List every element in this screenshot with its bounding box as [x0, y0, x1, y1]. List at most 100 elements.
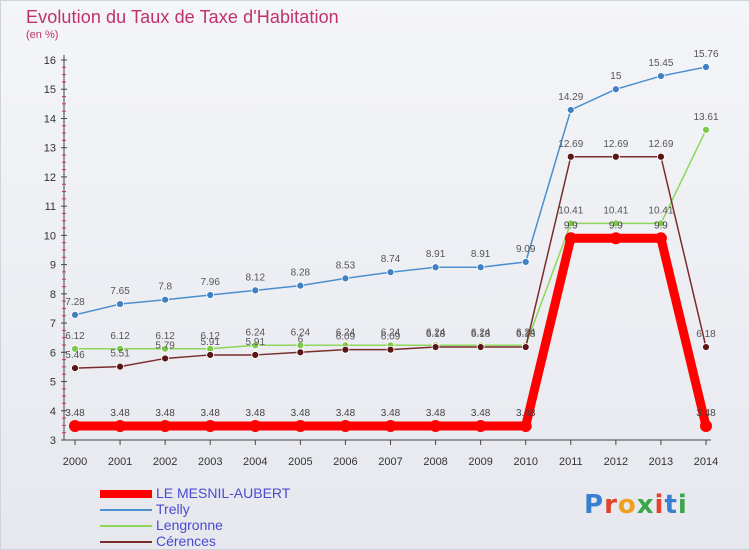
- data-label: 6.18: [426, 329, 446, 340]
- data-point: [69, 419, 81, 432]
- y-tick-label: 11: [45, 201, 56, 213]
- data-point: [474, 419, 487, 432]
- logo-letter: r: [604, 490, 618, 520]
- legend-swatch: [100, 541, 152, 543]
- data-label: 5.91: [200, 337, 220, 348]
- data-point: [206, 351, 215, 359]
- y-tick-label: 9: [50, 260, 56, 272]
- data-point: [611, 219, 620, 228]
- data-point: [71, 364, 79, 372]
- data-label: 3.48: [200, 408, 220, 419]
- data-label: 6.24: [381, 327, 401, 338]
- data-point: [657, 72, 665, 80]
- data-label: 12.69: [603, 139, 628, 150]
- chart-title: Evolution du Taux de Taxe d'Habitation: [26, 7, 339, 27]
- data-point: [431, 343, 440, 351]
- x-tick-label: 2006: [333, 456, 357, 468]
- data-label: 6.12: [110, 331, 130, 342]
- legend-label: Trelly: [156, 501, 190, 517]
- data-label: 5.51: [110, 349, 130, 360]
- data-label: 6.09: [381, 332, 401, 343]
- data-label: 3.48: [246, 408, 266, 419]
- y-tick-label: 7: [50, 318, 56, 330]
- data-point: [609, 232, 622, 245]
- data-label: 9.9: [609, 220, 623, 231]
- y-tick-label: 13: [44, 143, 56, 155]
- data-point: [657, 152, 665, 161]
- data-point: [611, 85, 620, 94]
- data-label: 6.12: [155, 331, 175, 342]
- data-label: 5.79: [155, 340, 175, 351]
- data-point: [566, 106, 575, 114]
- data-point: [519, 419, 532, 432]
- logo-letter: i: [654, 490, 665, 520]
- x-tick-label: 2001: [108, 456, 132, 468]
- data-label: 13.61: [693, 112, 718, 123]
- data-point: [71, 310, 79, 319]
- data-point: [341, 345, 350, 354]
- y-tick-label: 15: [44, 84, 56, 96]
- x-tick-label: 2007: [378, 456, 402, 468]
- data-label: 8.12: [246, 272, 266, 283]
- data-point: [702, 125, 710, 134]
- data-label: 3.48: [381, 408, 401, 419]
- y-tick-label: 12: [44, 172, 56, 184]
- data-label: 3.48: [471, 408, 491, 419]
- x-tick-label: 2013: [649, 456, 673, 468]
- data-label: 5.91: [246, 337, 266, 348]
- data-label: 6.09: [336, 332, 356, 343]
- data-point: [161, 354, 170, 363]
- data-label: 6.24: [426, 327, 446, 338]
- data-point: [71, 344, 79, 353]
- data-point: [429, 419, 442, 432]
- data-label: 9.9: [654, 220, 668, 231]
- data-label: 10.41: [558, 205, 583, 216]
- data-point: [161, 295, 170, 304]
- data-label: 6.24: [246, 327, 266, 338]
- data-label: 6: [298, 334, 304, 345]
- data-label: 7.8: [158, 282, 172, 293]
- data-label: 8.53: [336, 260, 356, 271]
- data-point: [251, 341, 260, 350]
- data-label: 3.48: [696, 408, 716, 419]
- data-label: 8.74: [381, 254, 401, 265]
- y-tick-label: 8: [50, 289, 56, 301]
- data-point: [296, 281, 305, 290]
- y-tick-label: 6: [50, 347, 56, 359]
- legend-swatch: [100, 509, 152, 511]
- logo-letter: o: [617, 490, 637, 520]
- data-label: 8.91: [471, 249, 491, 260]
- data-label: 3.48: [426, 408, 446, 419]
- data-point: [702, 63, 710, 71]
- logo-letter: t: [664, 490, 678, 520]
- x-tick-label: 2010: [513, 456, 537, 468]
- data-label: 6.12: [200, 331, 220, 342]
- data-label: 6.18: [471, 329, 491, 340]
- y-tick-label: 4: [50, 406, 56, 418]
- data-label: 6.24: [516, 327, 536, 338]
- legend-swatch: [100, 525, 152, 527]
- data-point: [296, 348, 305, 357]
- data-label: 6.18: [696, 329, 716, 340]
- data-point: [341, 274, 350, 283]
- data-point: [251, 286, 260, 295]
- data-point: [339, 419, 352, 432]
- series-line: [74, 66, 707, 316]
- data-point: [249, 419, 262, 432]
- x-tick-label: 2004: [243, 456, 267, 468]
- data-point: [116, 300, 124, 308]
- unit-label: (en %): [26, 29, 59, 41]
- data-point: [384, 419, 397, 432]
- data-point: [476, 263, 485, 272]
- data-label: 7.28: [65, 297, 85, 308]
- data-label: 6.24: [336, 327, 356, 338]
- data-label: 10.41: [603, 205, 628, 216]
- data-label: 7.65: [110, 286, 130, 297]
- y-tick-label: 16: [44, 55, 56, 67]
- x-tick-label: 2002: [153, 456, 177, 468]
- data-point: [386, 345, 395, 354]
- data-point: [116, 344, 124, 353]
- data-point: [161, 344, 170, 353]
- logo-letter: P: [584, 490, 605, 520]
- data-label: 3.48: [155, 408, 175, 419]
